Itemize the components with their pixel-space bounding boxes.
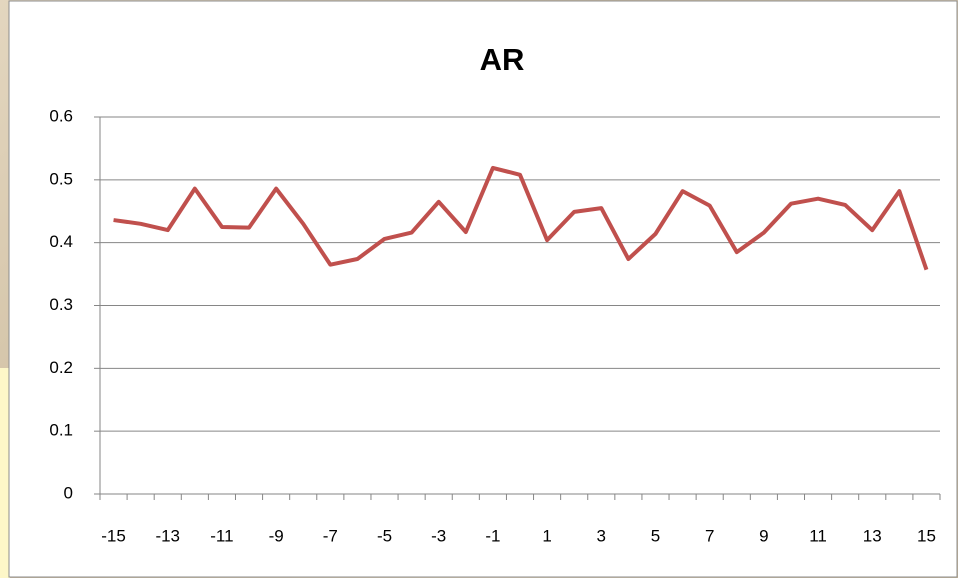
x-tick-label: -13 <box>155 526 180 545</box>
background-strip <box>0 368 10 578</box>
x-tick-label: -11 <box>210 526 233 545</box>
y-tick-label: 0.4 <box>49 232 73 251</box>
x-tick-label: -7 <box>323 526 338 545</box>
x-tick-label: 15 <box>917 526 936 545</box>
x-tick-label: 11 <box>809 526 827 545</box>
x-tick-label: 7 <box>705 526 714 545</box>
chart-area <box>8 0 958 578</box>
line-series <box>113 165 929 271</box>
y-tick-label: 0.3 <box>49 295 73 314</box>
y-tick-label: 0.6 <box>49 106 73 125</box>
x-tick-label: 3 <box>597 526 606 545</box>
x-tick-label: -9 <box>269 526 284 545</box>
x-tick-label: 1 <box>542 526 551 545</box>
y-tick-label: 0.1 <box>49 421 73 440</box>
x-tick-label: -1 <box>485 526 500 545</box>
chart-title: AR <box>480 42 525 77</box>
x-tick-label: 13 <box>863 526 882 545</box>
y-tick-label: 0.2 <box>49 358 73 377</box>
x-tick-label: -3 <box>431 526 446 545</box>
x-tick-label: 9 <box>759 526 768 545</box>
x-tick-label: 5 <box>651 526 660 545</box>
x-tick-label: -15 <box>101 526 126 545</box>
x-tick-label: -5 <box>377 526 392 545</box>
y-tick-label: 0 <box>64 483 73 502</box>
y-tick-label: 0.5 <box>49 169 73 188</box>
